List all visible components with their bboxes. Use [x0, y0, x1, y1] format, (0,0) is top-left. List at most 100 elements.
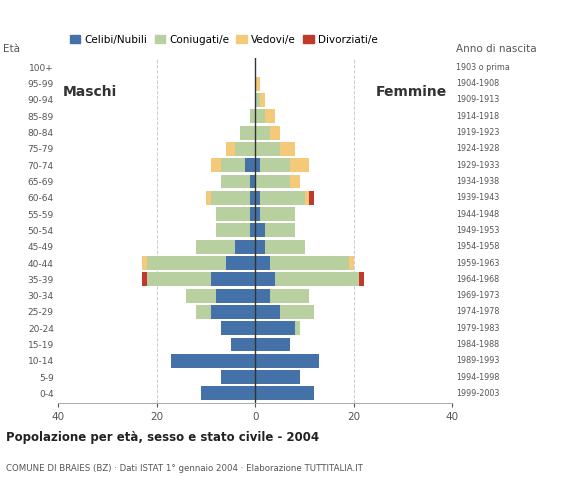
Text: 1984-1988: 1984-1988 [456, 340, 499, 349]
Legend: Celibi/Nubili, Coniugati/e, Vedovi/e, Divorziati/e: Celibi/Nubili, Coniugati/e, Vedovi/e, Di… [66, 31, 382, 49]
Text: Anno di nascita: Anno di nascita [456, 44, 537, 54]
Bar [310, 191, 314, 205]
Text: 1944-1948: 1944-1948 [456, 210, 499, 218]
Bar [255, 224, 265, 237]
Bar [358, 272, 364, 286]
Bar [220, 370, 255, 384]
Bar [270, 256, 349, 270]
Bar [251, 109, 255, 123]
Text: 1919-1923: 1919-1923 [456, 128, 500, 137]
Bar [304, 191, 310, 205]
Bar [280, 305, 314, 319]
Bar [172, 354, 255, 368]
Bar [235, 142, 255, 156]
Text: 1964-1968: 1964-1968 [456, 275, 499, 284]
Bar [255, 272, 275, 286]
Text: 1939-1943: 1939-1943 [456, 193, 499, 202]
Bar [260, 191, 305, 205]
Bar [251, 207, 255, 221]
Bar [186, 288, 216, 302]
Bar [255, 386, 314, 400]
Bar [255, 126, 270, 140]
Text: 1904-1908: 1904-1908 [456, 79, 499, 88]
Text: Età: Età [3, 44, 20, 54]
Text: 1929-1933: 1929-1933 [456, 161, 500, 170]
Bar [235, 240, 255, 253]
Bar [275, 272, 358, 286]
Text: 1949-1953: 1949-1953 [456, 226, 500, 235]
Text: 1974-1978: 1974-1978 [456, 307, 500, 316]
Bar [220, 321, 255, 335]
Text: 1934-1938: 1934-1938 [456, 177, 499, 186]
Bar [216, 224, 251, 237]
Bar [245, 158, 255, 172]
Bar [270, 288, 310, 302]
Bar [251, 224, 255, 237]
Text: 1994-1998: 1994-1998 [456, 372, 500, 382]
Bar [255, 158, 260, 172]
Bar [255, 109, 265, 123]
Bar [255, 77, 260, 91]
Bar [260, 158, 289, 172]
Bar [142, 256, 147, 270]
Bar [255, 142, 280, 156]
Bar [206, 191, 211, 205]
Bar [255, 191, 260, 205]
Bar [251, 175, 255, 189]
Bar [226, 256, 255, 270]
Text: 1903 o prima: 1903 o prima [456, 63, 510, 72]
Bar [290, 158, 310, 172]
Bar [260, 207, 295, 221]
Text: 1979-1983: 1979-1983 [456, 324, 500, 333]
Bar [196, 240, 235, 253]
Bar [255, 321, 295, 335]
Bar [349, 256, 354, 270]
Bar [255, 305, 280, 319]
Bar [260, 93, 265, 107]
Text: 1989-1993: 1989-1993 [456, 356, 500, 365]
Text: 1954-1958: 1954-1958 [456, 242, 500, 251]
Bar [201, 386, 255, 400]
Bar [265, 224, 295, 237]
Bar [142, 272, 147, 286]
Bar [255, 93, 260, 107]
Text: Popolazione per età, sesso e stato civile - 2004: Popolazione per età, sesso e stato civil… [6, 431, 319, 444]
Text: COMUNE DI BRAIES (BZ) · Dati ISTAT 1° gennaio 2004 · Elaborazione TUTTITALIA.IT: COMUNE DI BRAIES (BZ) · Dati ISTAT 1° ge… [6, 464, 362, 473]
Bar [220, 158, 245, 172]
Bar [211, 158, 220, 172]
Text: 1999-2003: 1999-2003 [456, 389, 500, 398]
Bar [211, 191, 251, 205]
Bar [255, 288, 270, 302]
Bar [241, 126, 255, 140]
Bar [226, 142, 235, 156]
Bar [231, 337, 255, 351]
Text: Femmine: Femmine [376, 85, 448, 99]
Bar [265, 109, 275, 123]
Text: 1914-1918: 1914-1918 [456, 112, 499, 121]
Bar [255, 354, 319, 368]
Bar [147, 256, 226, 270]
Bar [251, 191, 255, 205]
Bar [255, 370, 300, 384]
Bar [295, 321, 300, 335]
Text: Maschi: Maschi [63, 85, 117, 99]
Bar [255, 256, 270, 270]
Bar [270, 126, 280, 140]
Text: 1959-1963: 1959-1963 [456, 259, 500, 267]
Bar [211, 272, 255, 286]
Bar [211, 305, 255, 319]
Text: 1909-1913: 1909-1913 [456, 96, 499, 105]
Bar [255, 240, 265, 253]
Bar [255, 337, 290, 351]
Bar [216, 288, 255, 302]
Bar [255, 207, 260, 221]
Bar [280, 142, 295, 156]
Bar [196, 305, 211, 319]
Bar [216, 207, 251, 221]
Bar [290, 175, 300, 189]
Text: 1969-1973: 1969-1973 [456, 291, 500, 300]
Bar [147, 272, 211, 286]
Text: 1924-1928: 1924-1928 [456, 144, 500, 154]
Bar [265, 240, 304, 253]
Bar [255, 175, 290, 189]
